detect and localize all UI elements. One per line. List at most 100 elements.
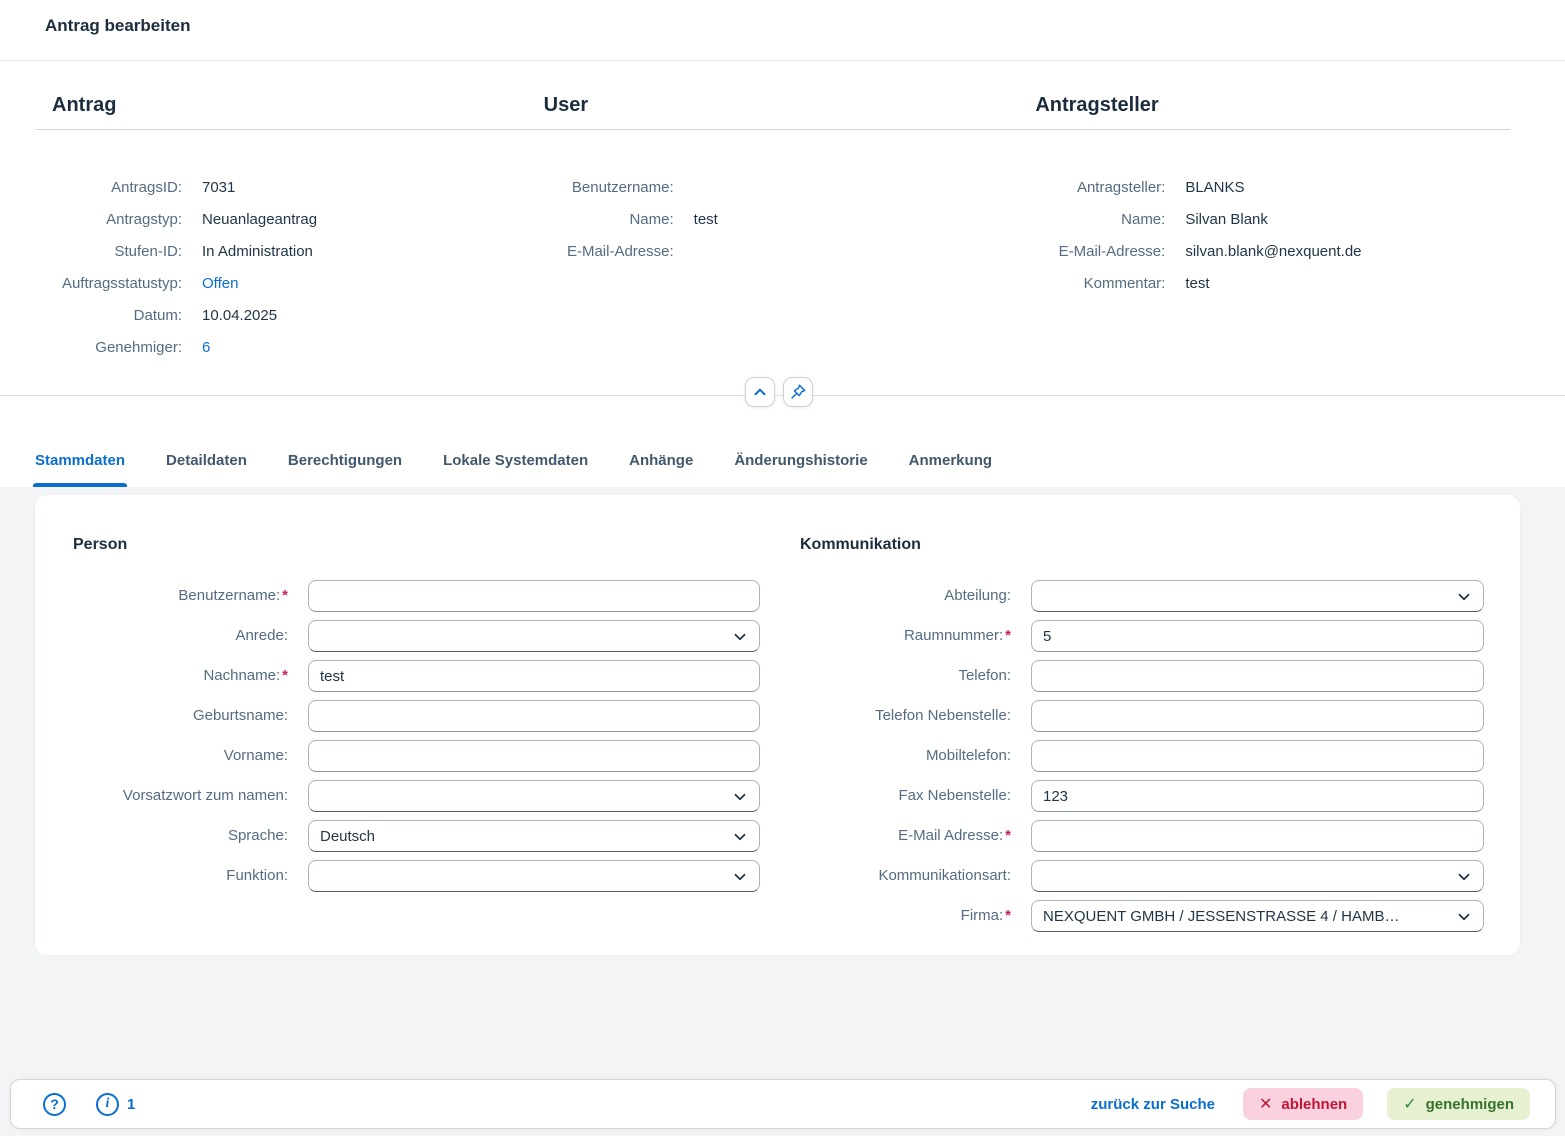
header-value-link[interactable]: 6	[202, 339, 211, 356]
header-field-label: Kommentar:	[1083, 275, 1166, 292]
vorsatzwort-zum-namen-select[interactable]	[308, 780, 760, 812]
header-field-label: E-Mail-Adresse:	[1058, 243, 1166, 260]
form-field-row: Mobiltelefon:	[800, 740, 1484, 772]
funktion-select[interactable]	[308, 860, 760, 892]
header-field-value[interactable]: 6	[202, 337, 527, 359]
form-field-row: E-Mail Adresse: *	[800, 820, 1484, 852]
header-field-row: AntragsID: 7031	[52, 177, 527, 199]
form-field-row: Nachname: *	[73, 660, 760, 692]
header-field-row: Antragsteller: BLANKS	[1035, 177, 1510, 199]
pin-header-button[interactable]	[783, 377, 813, 407]
form-field-row: Vorname:	[73, 740, 760, 772]
header-field-label: Auftragsstatustyp:	[61, 275, 182, 292]
form-group-title: Kommunikation	[800, 536, 921, 553]
form-card: Person Benutzername:* Anrede: Nachname:* Geb…	[35, 495, 1520, 955]
active-tab-underline	[33, 483, 128, 487]
firma-select[interactable]: NEXQUENT GMBH / JESSENSTRASSE 4 / HAMB…	[1031, 900, 1484, 932]
chevron-down-icon	[1458, 873, 1470, 881]
help-icon[interactable]: ?	[43, 1092, 66, 1116]
form-field-row: Raumnummer: *	[800, 620, 1484, 652]
header-section-titles: Antrag User Antragsteller	[35, 94, 1510, 130]
benutzername-input[interactable]	[308, 580, 760, 612]
field-label: Fax Nebenstelle:	[898, 787, 1011, 804]
tab-berechtigungen[interactable]: Berechtigungen	[287, 452, 403, 469]
page-title: Antrag bearbeiten	[45, 16, 191, 35]
field-label: Benutzername: *	[178, 587, 288, 604]
field-label: Firma: *	[960, 907, 1011, 924]
header-section-bodies: AntragsID: 7031 Antragstyp: Neuanlageantrag…	[35, 163, 1510, 369]
tab-änderungshistorie[interactable]: Änderungshistorie	[734, 452, 868, 469]
collapse-header-button[interactable]	[745, 377, 775, 407]
message-count: 1	[127, 1095, 136, 1113]
form-group-kommunikation: Kommunikation Abteilung: Raumnummer:* Telef…	[800, 536, 1484, 940]
approve-button[interactable]: ✓ genehmigen	[1387, 1088, 1530, 1120]
tab-stammdaten[interactable]: Stammdaten	[33, 452, 128, 487]
header-field-row: Benutzername:	[544, 177, 1019, 199]
field-label: Sprache:	[227, 827, 288, 844]
chevron-down-icon	[734, 633, 746, 641]
section-title-antragsteller: Antragsteller	[1035, 94, 1159, 116]
required-asterisk: *	[282, 667, 288, 684]
required-asterisk: *	[1005, 827, 1011, 844]
header-field-row: Genehmiger: 6	[52, 337, 527, 359]
mobiltelefon-input[interactable]	[1031, 740, 1484, 772]
header-value-link[interactable]: Offen	[202, 275, 239, 292]
tab-detaildaten[interactable]: Detaildaten	[166, 452, 247, 469]
chevron-down-icon	[1458, 913, 1470, 921]
form-field-row: Kommunikationsart:	[800, 860, 1484, 892]
form-field-row: Vorsatzwort zum namen:	[73, 780, 760, 812]
form-field-row: Funktion:	[73, 860, 760, 892]
back-to-search-link[interactable]: zurück zur Suche	[1090, 1095, 1215, 1113]
header-field-row: Stufen-ID: In Administration	[52, 241, 527, 263]
geburtsname-input[interactable]	[308, 700, 760, 732]
header-column-antragsteller: Antragsteller: BLANKS Name: Silvan Blank E-M…	[1018, 177, 1510, 369]
telefon-input[interactable]	[1031, 660, 1484, 692]
header-field-value: 10.04.2025	[202, 307, 278, 324]
header-field-label: Stufen-ID:	[114, 243, 182, 260]
chevron-up-icon	[754, 388, 766, 396]
header-field-value: test	[1185, 275, 1210, 292]
vorname-input[interactable]	[308, 740, 760, 772]
form-group-title: Person	[73, 536, 128, 553]
telefon-nebenstelle-input[interactable]	[1031, 700, 1484, 732]
header-field-label: Name:	[629, 211, 674, 228]
sprache-select[interactable]: Deutsch	[308, 820, 760, 852]
e-mail-adresse-input[interactable]	[1031, 820, 1484, 852]
tab-lokale-systemdaten[interactable]: Lokale Systemdaten	[443, 452, 589, 469]
form-field-row: Sprache: Deutsch	[73, 820, 760, 852]
info-icon: i	[96, 1092, 119, 1116]
close-icon: ✕	[1258, 1096, 1273, 1113]
field-label: Kommunikationsart:	[878, 867, 1011, 884]
pin-icon	[791, 384, 806, 399]
abteilung-select[interactable]	[1031, 580, 1484, 612]
header-field-value: BLANKS	[1185, 179, 1245, 196]
kommunikationsart-select[interactable]	[1031, 860, 1484, 892]
field-label: Mobiltelefon:	[925, 747, 1011, 764]
field-label: Raumnummer: *	[903, 627, 1011, 644]
title-bar: Antrag bearbeiten	[0, 0, 1565, 61]
chevron-down-icon	[734, 833, 746, 841]
form-field-row: Telefon Nebenstelle:	[800, 700, 1484, 732]
fax-nebenstelle-input[interactable]	[1031, 780, 1484, 812]
field-label: Anrede:	[235, 627, 288, 644]
header-field-row: Name: Silvan Blank	[1035, 209, 1510, 231]
header-field-value: In Administration	[202, 243, 313, 260]
footer-toolbar: ? i 1 zurück zur Suche ✕ ablehnen ✓ gene…	[10, 1079, 1556, 1129]
header-field-value[interactable]: Offen	[202, 273, 527, 295]
tab-anhänge[interactable]: Anhänge	[629, 452, 694, 469]
field-label: Telefon:	[958, 667, 1011, 684]
nachname-input[interactable]	[308, 660, 760, 692]
header-field-value: Silvan Blank	[1185, 211, 1268, 228]
anrede-select[interactable]	[308, 620, 760, 652]
messages-indicator[interactable]: i 1	[96, 1092, 136, 1116]
header-field-row: Name: test	[544, 209, 1019, 231]
required-asterisk: *	[1005, 627, 1011, 644]
header-field-row: E-Mail-Adresse:	[544, 241, 1019, 263]
raumnummer-input[interactable]	[1031, 620, 1484, 652]
field-label: E-Mail Adresse: *	[898, 827, 1011, 844]
header-column-user: Benutzername: Name: test E-Mail-Adresse:	[527, 177, 1019, 369]
reject-button[interactable]: ✕ ablehnen	[1242, 1088, 1364, 1120]
form-field-row: Geburtsname:	[73, 700, 760, 732]
header-field-row: Datum: 10.04.2025	[52, 305, 527, 327]
tab-anmerkung[interactable]: Anmerkung	[908, 452, 993, 469]
